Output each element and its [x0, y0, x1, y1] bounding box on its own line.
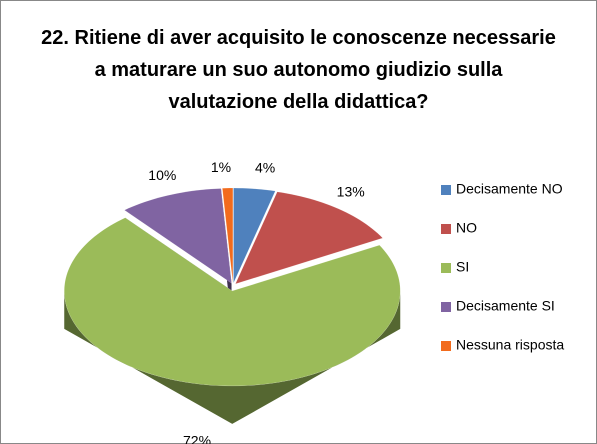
- legend-label: NO: [456, 220, 477, 236]
- legend-label: Nessuna risposta: [456, 337, 564, 353]
- legend-swatch: [441, 185, 451, 195]
- data-label: 72%: [183, 433, 211, 444]
- data-label: 4%: [255, 160, 275, 176]
- legend-swatch: [441, 263, 451, 273]
- legend-label: SI: [456, 259, 469, 275]
- plot: 4% 13% 72% 10% 1% Decisamente NO NO SI Decisamen…: [0, 0, 597, 444]
- legend-swatch: [441, 224, 451, 234]
- chart: 22. Ritiene di aver acquisito le conosce…: [0, 0, 597, 444]
- legend-label: Decisamente NO: [456, 181, 563, 197]
- data-label: 1%: [211, 159, 231, 175]
- legend-swatch: [441, 341, 451, 351]
- data-label: 10%: [148, 167, 176, 183]
- legend-label: Decisamente SI: [456, 298, 555, 314]
- legend-swatch: [441, 302, 451, 312]
- data-label: 13%: [337, 184, 365, 200]
